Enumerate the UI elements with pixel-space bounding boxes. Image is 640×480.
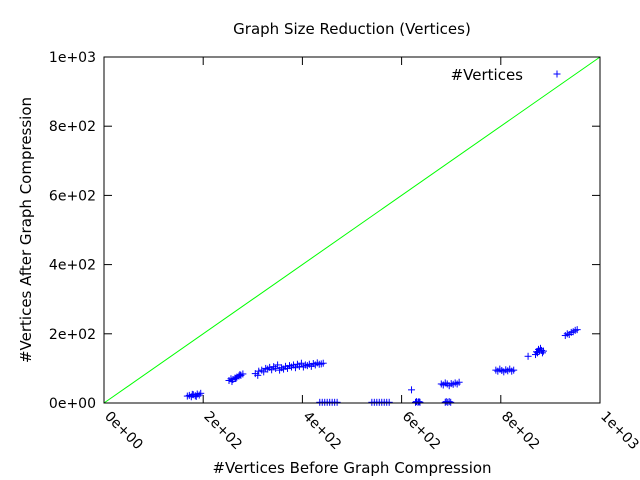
data-point-119: [573, 326, 581, 334]
data-point-72: [408, 386, 416, 394]
y-tick-label-0: 0e+00: [49, 396, 96, 412]
data-point-7: [197, 389, 205, 397]
data-point-55: [319, 359, 327, 367]
data-point-111: [538, 349, 546, 357]
data-point-18: [228, 378, 236, 386]
data-point-32: [274, 361, 282, 369]
y-tick-label-3: 6e+02: [49, 188, 96, 204]
y-axis-label: #Vertices After Graph Compression: [17, 97, 35, 363]
y-tick-label-1: 2e+02: [49, 327, 96, 343]
y-tick-label-5: 1e+03: [49, 50, 96, 66]
y-tick-label-4: 8e+02: [49, 119, 96, 135]
x-axis-label: #Vertices Before Graph Compression: [212, 459, 491, 477]
data-point-9: [192, 392, 200, 400]
data-point-20: [236, 371, 244, 379]
reference-line: [103, 56, 601, 404]
legend-label: #Vertices: [451, 66, 524, 84]
legend-marker-plus: [553, 70, 561, 78]
data-point-71: [385, 398, 393, 406]
plot-frame: [103, 56, 601, 404]
y-tick-label-2: 4e+02: [49, 258, 96, 274]
data-point-103: [524, 352, 532, 360]
data-point-8: [188, 390, 196, 398]
data-point-92: [447, 398, 455, 406]
data-point-102: [510, 366, 518, 374]
data-point-44: [297, 359, 305, 367]
data-point-77: [416, 398, 424, 406]
data-point-22: [254, 371, 262, 379]
data-point-6: [195, 391, 203, 399]
data-point-19: [232, 374, 240, 382]
data-point-87: [455, 378, 463, 386]
data-point-112: [539, 347, 547, 355]
data-point-91: [445, 398, 453, 406]
data-point-63: [333, 398, 341, 406]
y-axis-ticks: 0e+00 2e+02 4e+02 6e+02 8e+02 1e+03: [49, 50, 600, 412]
data-point-76: [415, 398, 423, 406]
data-point-23: [255, 367, 263, 375]
data-points: [183, 326, 581, 406]
legend: #Vertices: [451, 66, 561, 84]
data-point-17: [239, 370, 247, 378]
chart-title: Graph Size Reduction (Vertices): [233, 20, 471, 38]
